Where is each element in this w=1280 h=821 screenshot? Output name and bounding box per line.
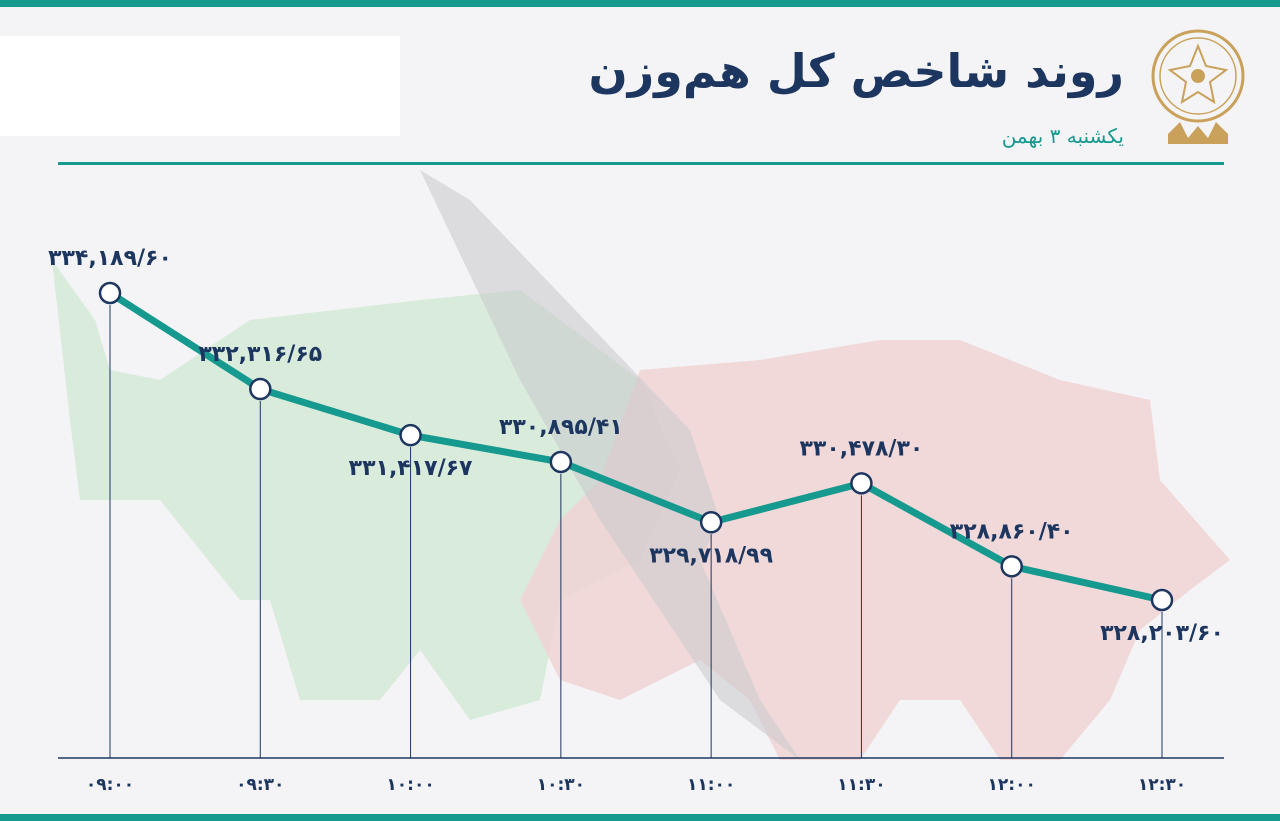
x-tick-label: ۱۱:۳۰ <box>837 775 885 795</box>
data-label: ۳۳۰,۸۹۵/۴۱ <box>499 415 623 440</box>
data-point <box>549 450 573 474</box>
x-tick-label: ۱۰:۳۰ <box>537 775 585 795</box>
index-series-line <box>106 289 1166 604</box>
data-point <box>249 377 272 401</box>
exchange-logo-icon <box>1151 29 1245 144</box>
data-points <box>98 281 1174 612</box>
data-label: ۳۳۲,۳۱۶/۶۵ <box>198 342 322 367</box>
market-background-art <box>52 170 1230 760</box>
drop-lines <box>109 305 1163 758</box>
data-point <box>399 423 422 447</box>
x-tick-label: ۱۰:۰۰ <box>386 775 434 795</box>
x-tick-label: ۰۹:۰۰ <box>86 775 134 795</box>
diagonal-streak <box>420 170 800 760</box>
top-accent-band <box>0 0 1280 7</box>
blank-panel <box>0 36 400 136</box>
x-tick-label: ۱۲:۰۰ <box>988 775 1036 795</box>
data-labels: ۳۳۴,۱۸۹/۶۰ ۳۳۲,۳۱۶/۶۵ ۳۳۱,۴۱۷/۶۷ ۳۳۰,۸۹۵/۴۱… <box>48 246 1224 646</box>
data-label: ۳۳۴,۱۸۹/۶۰ <box>48 246 172 271</box>
data-label: ۳۳۱,۴۱۷/۶۷ <box>349 456 473 481</box>
data-point <box>850 472 873 495</box>
bottom-accent-band <box>0 814 1280 821</box>
data-label: ۳۲۸,۲۰۳/۶۰ <box>1100 621 1224 646</box>
data-label: ۳۲۹,۷۱۸/۹۹ <box>649 543 773 568</box>
page-title: روند شاخص کل هم‌وزن <box>588 44 1125 98</box>
x-tick-label: ۱۱:۰۰ <box>687 775 735 795</box>
x-tick-label: ۱۲:۳۰ <box>1138 775 1186 795</box>
data-point <box>1000 555 1023 578</box>
data-label: ۳۳۰,۴۷۸/۳۰ <box>800 436 924 461</box>
header-divider <box>58 162 1224 165</box>
data-point <box>98 281 122 305</box>
x-tick-label: ۰۹:۳۰ <box>236 775 284 795</box>
data-point <box>699 511 723 534</box>
date-subtitle: یکشنبه ۳ بهمن <box>1001 124 1124 148</box>
data-point <box>1150 588 1174 612</box>
x-tick-labels: ۰۹:۰۰ ۰۹:۳۰ ۱۰:۰۰ ۱۰:۳۰ ۱۱:۰۰ ۱۱:۳۰ ۱۲:۰۰ ۱۲:۳۰ <box>86 775 1186 795</box>
data-label: ۳۲۸,۸۶۰/۴۰ <box>950 519 1074 544</box>
